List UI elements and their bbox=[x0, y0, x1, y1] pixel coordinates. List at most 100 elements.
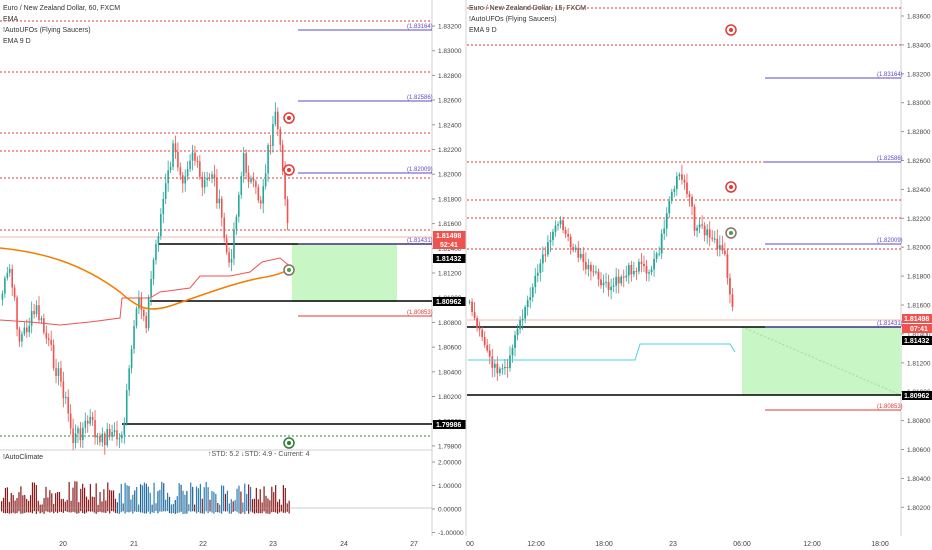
left-ema9d-line bbox=[0, 257, 293, 326]
climate-bar-neg bbox=[74, 508, 76, 513]
price-tick-label: 1.82600 bbox=[438, 98, 462, 105]
climate-bar bbox=[280, 504, 283, 508]
climate-bar bbox=[257, 499, 259, 508]
price-tick-label: 1.81600 bbox=[907, 303, 931, 310]
climate-bar bbox=[78, 502, 80, 508]
candle-body bbox=[675, 176, 678, 190]
climate-bar-neg bbox=[284, 508, 286, 513]
climate-bar bbox=[12, 494, 14, 508]
left-time-axis[interactable]: 20 21 22 23 24 27 bbox=[59, 541, 418, 548]
climate-bar bbox=[56, 491, 59, 508]
climate-bar-neg bbox=[257, 508, 259, 514]
candle-body bbox=[186, 168, 189, 177]
climate-bar bbox=[166, 492, 169, 508]
candle-body bbox=[130, 349, 133, 369]
climate-bar bbox=[33, 482, 36, 508]
candle-body bbox=[250, 178, 252, 183]
climate-bar-neg bbox=[271, 508, 273, 513]
candle-body bbox=[493, 363, 496, 368]
left-chart[interactable]: 1.83200 1.83000 1.82800 1.82600 1.82400 1.822… bbox=[0, 0, 466, 548]
climate-bar-neg bbox=[280, 508, 283, 512]
right-price-axis[interactable]: 1.83600 1.83400 1.83200 1.83000 1.82800 1.826… bbox=[901, 14, 931, 512]
climate-bar bbox=[207, 487, 209, 508]
candle-body bbox=[252, 178, 255, 182]
climate-bar-neg bbox=[39, 508, 41, 514]
candle-body bbox=[471, 301, 473, 312]
climate-bar bbox=[128, 486, 130, 508]
climate-bar bbox=[26, 498, 28, 508]
climate-bar bbox=[151, 504, 153, 508]
candle-body bbox=[536, 272, 539, 276]
candle-body bbox=[218, 198, 221, 204]
climate-bar bbox=[255, 487, 257, 508]
climate-bar-neg bbox=[178, 508, 180, 513]
climate-bar-neg bbox=[107, 508, 109, 512]
candle-body bbox=[284, 170, 286, 200]
climate-bar-neg bbox=[190, 508, 192, 512]
climate-bar bbox=[18, 492, 20, 508]
right-legend[interactable]: Euro / New Zealand Dollar, 15, FXCM !Aut… bbox=[469, 5, 586, 34]
climate-bar bbox=[68, 481, 70, 508]
candle-body bbox=[128, 368, 130, 391]
climate-bar-neg bbox=[35, 508, 37, 514]
climate-bar-neg bbox=[85, 508, 88, 513]
candle-body bbox=[622, 276, 625, 278]
left-ufo-markers bbox=[283, 112, 295, 449]
candle-body bbox=[683, 179, 686, 183]
left-sub-status: ↑STD: 5.2 ↓STD: 4.9 - Current: 4 bbox=[208, 451, 310, 458]
climate-bar-neg bbox=[278, 508, 281, 513]
right-badge-level2: 1.80962 bbox=[904, 393, 929, 400]
candle-body bbox=[643, 263, 645, 267]
candle-body bbox=[177, 152, 179, 168]
left-sub-axis[interactable]: 2.00000 1.00000 0.00000 -1.00000 bbox=[432, 460, 464, 538]
time-tick-label: 24 bbox=[340, 541, 348, 548]
climate-bar bbox=[186, 491, 188, 508]
candle-body bbox=[708, 229, 711, 238]
climate-bar-neg bbox=[205, 508, 207, 512]
climate-bar-neg bbox=[192, 508, 194, 512]
climate-bar-neg bbox=[147, 508, 149, 512]
right-time-axis[interactable]: 00 12:00 18:00 23 06:00 12:00 18:00 bbox=[466, 541, 889, 548]
candle-body bbox=[235, 216, 238, 230]
left-badge-current: 1.81498 bbox=[436, 233, 461, 240]
price-tick-label: 1.81400 bbox=[907, 331, 931, 338]
climate-bar-neg bbox=[234, 508, 236, 512]
time-tick-label: 00 bbox=[466, 541, 474, 548]
climate-bar-neg bbox=[112, 508, 115, 512]
candle-body bbox=[164, 183, 167, 199]
climate-bar-neg bbox=[213, 508, 215, 514]
climate-bar-neg bbox=[37, 508, 39, 512]
climate-bar-neg bbox=[53, 508, 55, 514]
climate-bar-neg bbox=[273, 508, 275, 513]
candle-body bbox=[605, 281, 607, 283]
candle-body bbox=[670, 191, 673, 202]
climate-bar-neg bbox=[130, 508, 132, 512]
climate-bar bbox=[8, 501, 10, 508]
right-line-label-5: (1.80853) bbox=[877, 404, 903, 410]
climate-bar bbox=[45, 486, 47, 508]
candle-body bbox=[13, 287, 16, 298]
candle-body bbox=[230, 258, 233, 263]
climate-bar bbox=[267, 498, 269, 508]
candle-body bbox=[521, 318, 524, 321]
climate-bar bbox=[103, 489, 105, 508]
left-indicator-2: !AutoUFOs (Flying Saucers) bbox=[3, 27, 91, 34]
climate-bar bbox=[236, 488, 238, 508]
candle-body bbox=[572, 247, 575, 250]
candle-body bbox=[55, 367, 57, 376]
price-tick-label: 1.80200 bbox=[907, 505, 931, 512]
right-chart[interactable]: 1.83600 1.83400 1.83200 1.83000 1.82800 1.826… bbox=[465, 0, 932, 548]
climate-bar-neg bbox=[55, 508, 57, 512]
right-badge-timer: 07:41 bbox=[910, 326, 928, 333]
candle-body bbox=[718, 245, 721, 250]
climate-bar bbox=[224, 493, 227, 508]
climate-bar bbox=[118, 493, 120, 508]
candle-body bbox=[516, 328, 519, 336]
candle-body bbox=[595, 271, 597, 273]
candle-body bbox=[696, 227, 698, 231]
candle-body bbox=[74, 433, 77, 444]
left-badge-level1: 1.81432 bbox=[436, 256, 461, 263]
left-legend[interactable]: Euro / New Zealand Dollar, 60, FXCM EMA … bbox=[3, 5, 310, 461]
climate-bar-neg bbox=[163, 508, 165, 512]
